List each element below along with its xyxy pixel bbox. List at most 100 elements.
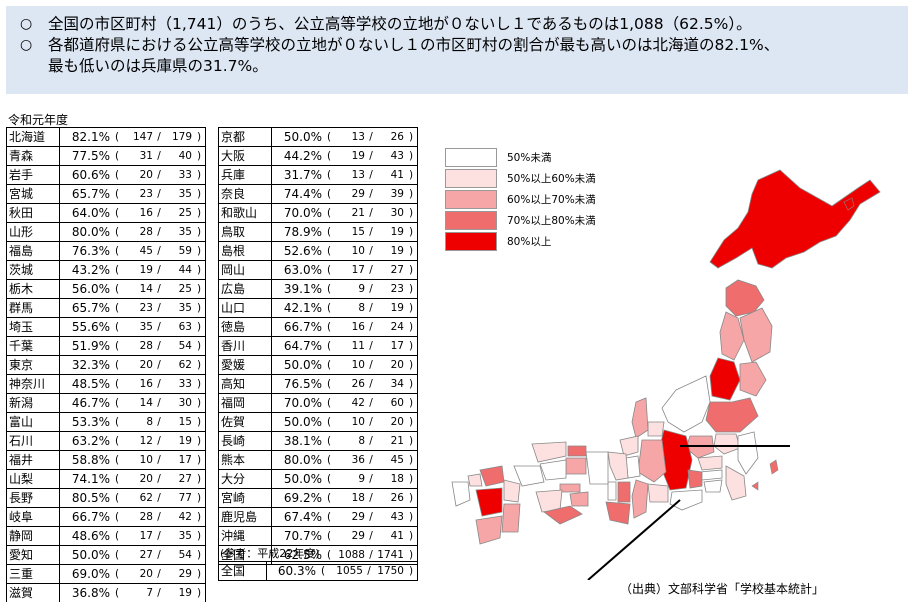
open-paren: ( <box>114 244 120 257</box>
prefecture-count: (10 / 19) <box>323 241 418 261</box>
prefecture-count: (20 / 33) <box>111 165 206 185</box>
prefecture-row: 宮城 65.7%(23 / 35) <box>5 184 206 204</box>
slash: / <box>157 453 161 466</box>
count-numerator: 147 <box>132 130 153 143</box>
map-aomori <box>725 279 765 317</box>
count-numerator: 20 <box>139 567 153 580</box>
prefecture-row: 秋田 64.0%(16 / 25) <box>5 203 206 223</box>
open-paren: ( <box>114 320 120 333</box>
prefecture-row: 新潟 46.7%(14 / 30) <box>5 393 206 413</box>
count-denominator: 43 <box>390 510 404 523</box>
prefecture-count: (14 / 25) <box>111 279 206 299</box>
prefecture-percent: 53.3% <box>59 412 111 432</box>
map-okinawa-island <box>751 481 759 491</box>
count-numerator: 17 <box>351 263 365 276</box>
close-paren: ) <box>196 187 202 200</box>
open-paren: ( <box>326 510 332 523</box>
prefecture-count: (42 / 60) <box>323 393 418 413</box>
prefecture-row: 鹿児島 67.4%(29 / 43) <box>217 507 418 527</box>
prefecture-row: 鳥取 78.9%(15 / 19) <box>217 222 418 242</box>
slash: / <box>157 434 161 447</box>
open-paren: ( <box>326 472 332 485</box>
close-paren: ) <box>196 149 202 162</box>
count-numerator: 18 <box>351 491 365 504</box>
prefecture-name: 鹿児島 <box>217 507 273 527</box>
slash: / <box>157 339 161 352</box>
prefecture-count: (26 / 34) <box>323 374 418 394</box>
prefecture-percent: 48.5% <box>59 374 111 394</box>
prefecture-count: (10 / 20) <box>323 355 418 375</box>
open-paren: ( <box>114 187 120 200</box>
count-denominator: 17 <box>390 339 404 352</box>
legend-swatch <box>445 148 497 167</box>
count-numerator: 1088 <box>338 548 365 561</box>
close-paren: ) <box>408 149 414 162</box>
slash: / <box>157 415 161 428</box>
prefecture-count: (16 / 33) <box>111 374 206 394</box>
count-denominator: 63 <box>178 320 192 333</box>
prefecture-percent: 60.6% <box>59 165 111 185</box>
close-paren: ) <box>196 396 202 409</box>
open-paren: ( <box>114 491 120 504</box>
open-paren: ( <box>326 358 332 371</box>
map-tokyo <box>699 469 723 481</box>
count-denominator: 42 <box>178 510 192 523</box>
count-numerator: 19 <box>139 263 153 276</box>
open-paren: ( <box>326 130 332 143</box>
count-denominator: 41 <box>390 168 404 181</box>
count-denominator: 54 <box>178 339 192 352</box>
slash: / <box>369 396 373 409</box>
count-denominator: 60 <box>390 396 404 409</box>
map-yamagata <box>709 357 741 401</box>
legend-item: 70%以上80%未満 <box>445 210 596 231</box>
prefecture-name: 東京 <box>5 355 61 375</box>
open-paren: ( <box>114 225 120 238</box>
slash: / <box>369 282 373 295</box>
prefecture-name: 滋賀 <box>5 583 61 602</box>
slash: / <box>157 187 161 200</box>
close-paren: ) <box>196 168 202 181</box>
map-fukuoka <box>479 465 505 487</box>
legend-swatch <box>445 211 497 230</box>
slash: / <box>369 149 373 162</box>
open-paren: ( <box>326 396 332 409</box>
open-paren: ( <box>326 415 332 428</box>
map-tottori <box>567 445 587 457</box>
prefecture-percent: 50.0% <box>271 412 323 432</box>
prefecture-count: (10 / 17) <box>111 450 206 470</box>
open-paren: ( <box>114 130 120 143</box>
prefecture-count: (9 / 23) <box>323 279 418 299</box>
count-numerator: 8 <box>358 301 365 314</box>
legend-label: 70%以上80%未満 <box>507 215 596 227</box>
close-paren: ) <box>196 529 202 542</box>
slash: / <box>157 225 161 238</box>
open-paren: ( <box>326 206 332 219</box>
count-denominator: 45 <box>390 453 404 466</box>
close-paren: ) <box>408 263 414 276</box>
prefecture-count: (16 / 24) <box>323 317 418 337</box>
prefecture-percent: 38.1% <box>271 431 323 451</box>
slash: / <box>157 320 161 333</box>
count-denominator: 179 <box>171 130 192 143</box>
prefecture-percent: 36.8% <box>59 583 111 602</box>
count-numerator: 11 <box>351 339 365 352</box>
open-paren: ( <box>320 564 326 577</box>
count-denominator: 20 <box>390 358 404 371</box>
close-paren: ) <box>408 548 414 561</box>
close-paren: ) <box>196 548 202 561</box>
count-numerator: 27 <box>139 548 153 561</box>
prefecture-percent: 44.2% <box>271 146 323 166</box>
prefecture-count: (20 / 62) <box>111 355 206 375</box>
prefecture-count: (1055 / 1750) <box>317 561 418 581</box>
slash: / <box>369 434 373 447</box>
prefecture-percent: 69.2% <box>271 488 323 508</box>
prefecture-name: 鳥取 <box>217 222 273 242</box>
count-numerator: 42 <box>351 396 365 409</box>
prefecture-name: 京都 <box>217 127 273 147</box>
count-denominator: 43 <box>390 149 404 162</box>
prefecture-name: 大分 <box>217 469 273 489</box>
prefecture-percent: 70.0% <box>271 203 323 223</box>
prefecture-count: (8 / 19) <box>323 298 418 318</box>
slash: / <box>369 301 373 314</box>
prefecture-count: (147 / 179) <box>111 127 206 147</box>
